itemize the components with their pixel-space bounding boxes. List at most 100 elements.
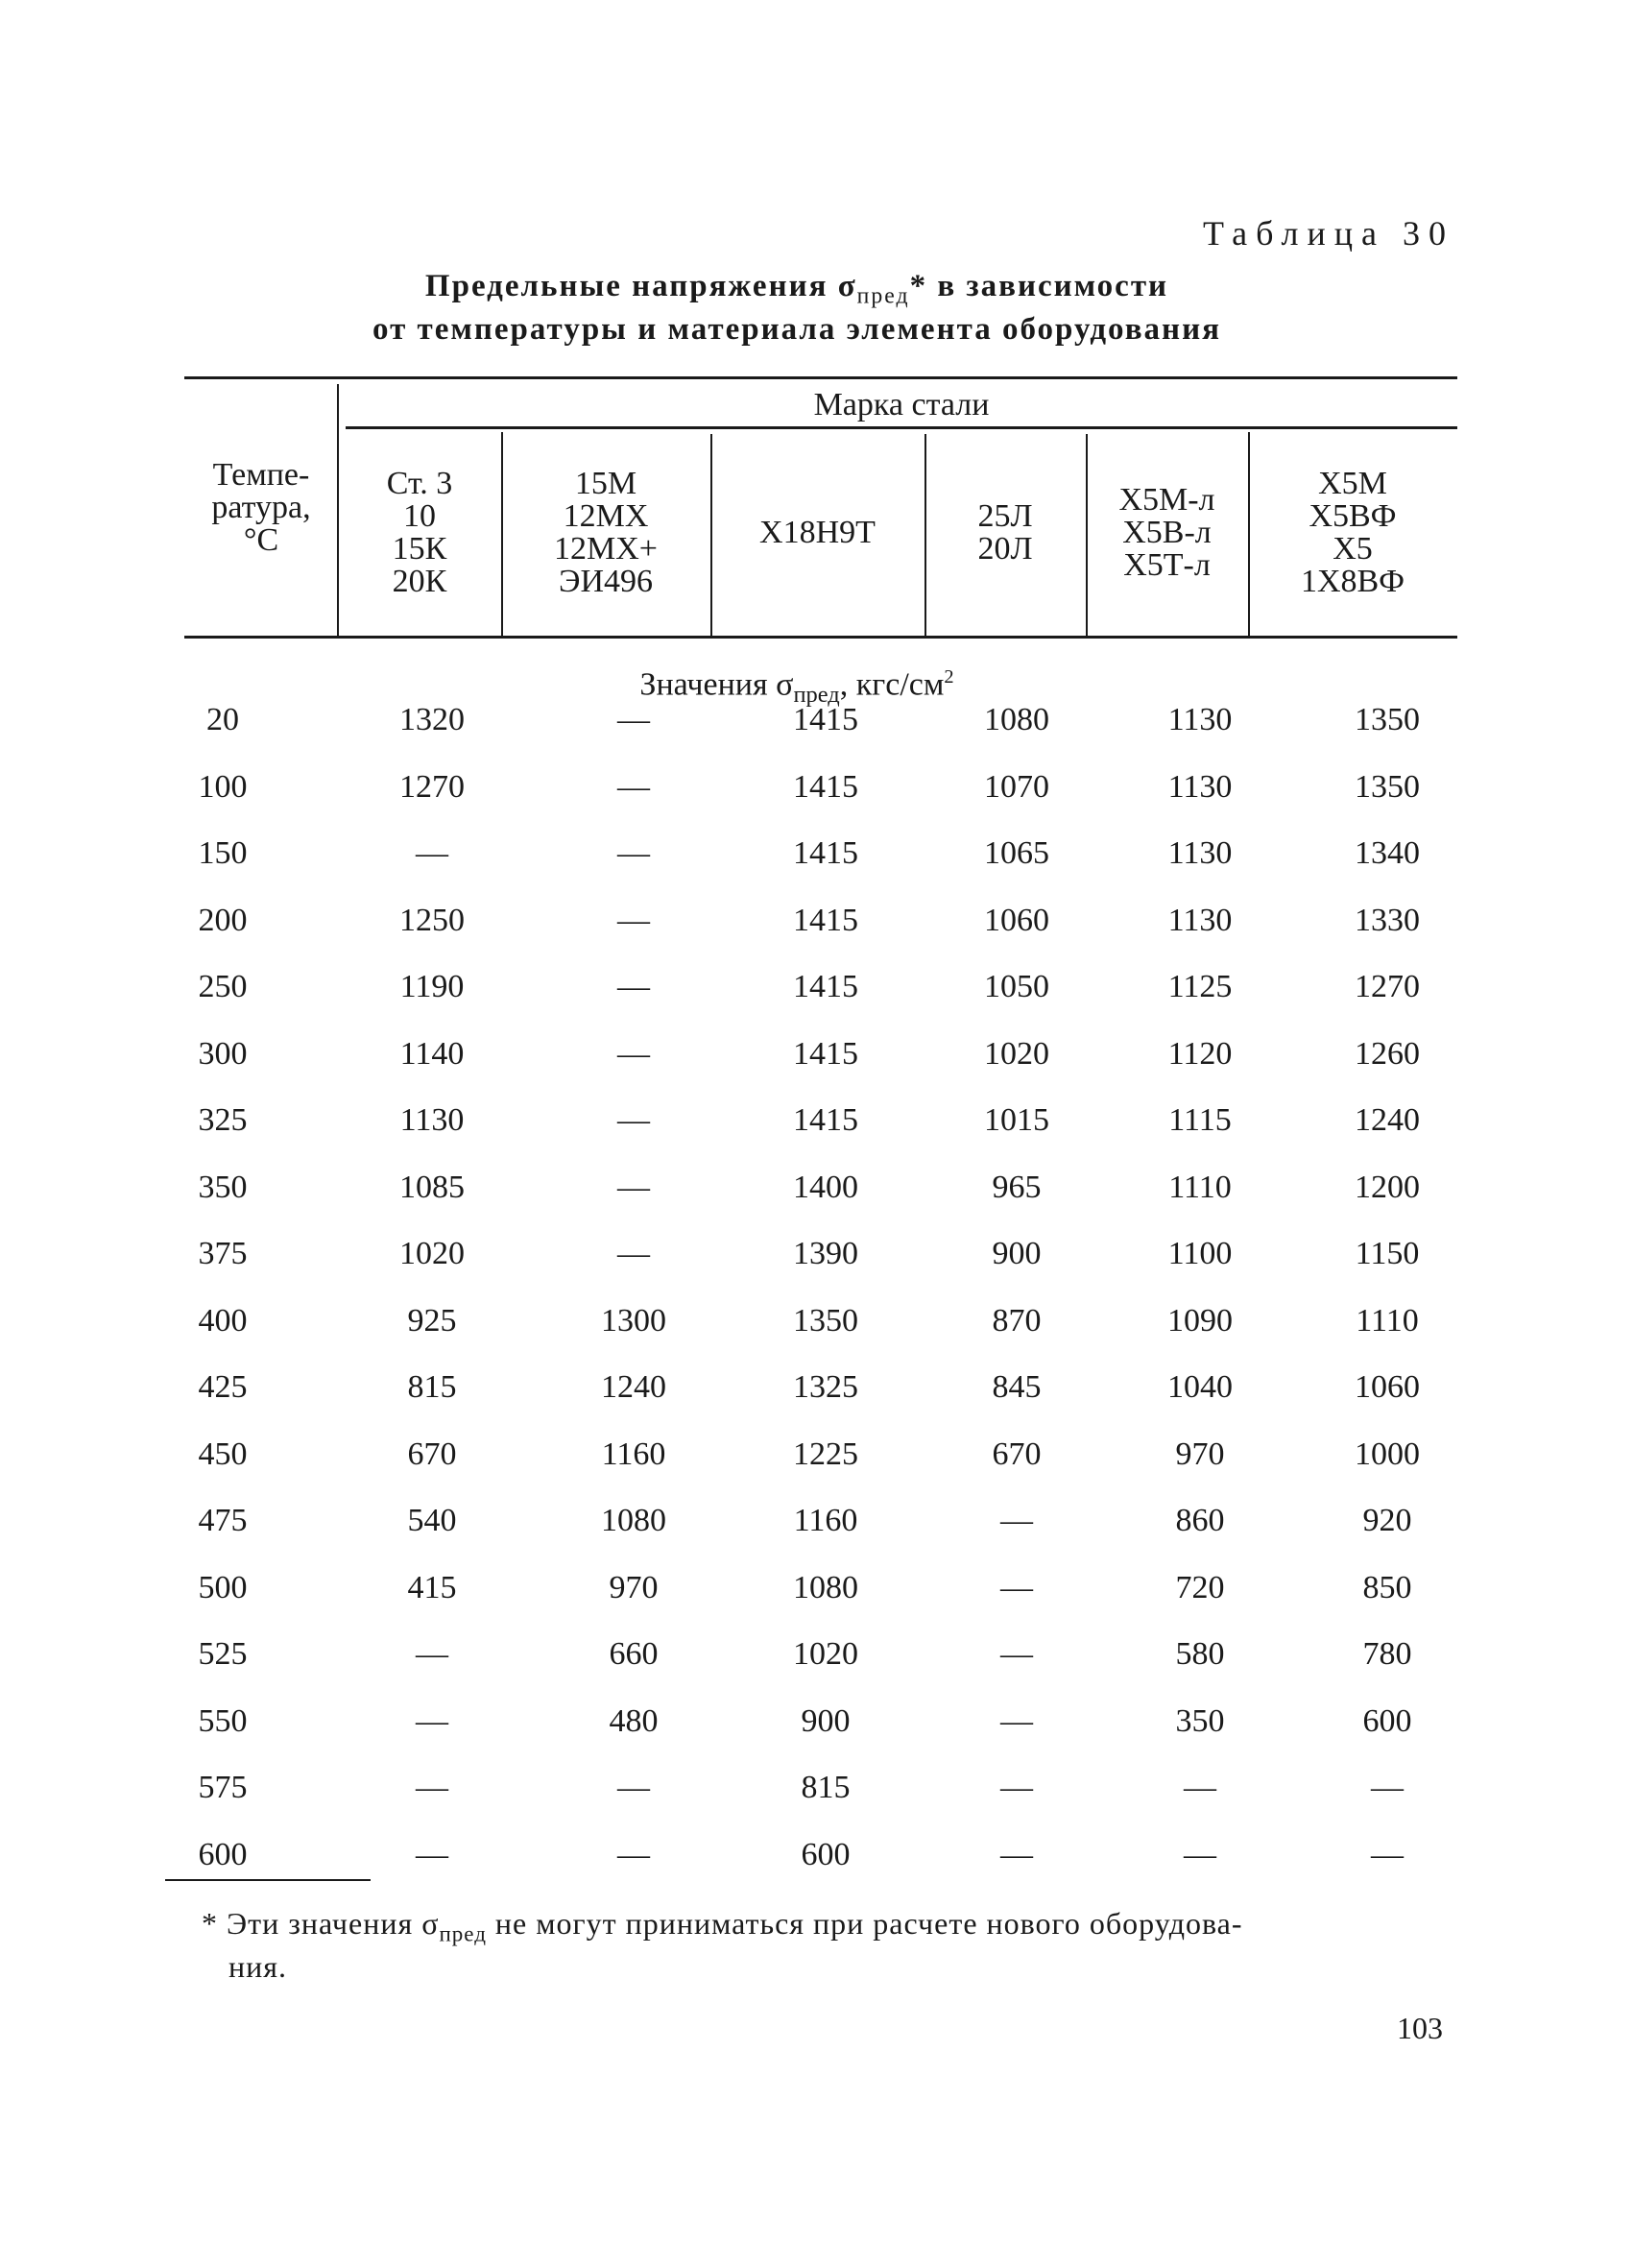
- header-divider: [337, 384, 339, 636]
- value-cell: 1415: [793, 835, 858, 871]
- value-cell: 1120: [1167, 1035, 1233, 1072]
- temperature-cell: 550: [198, 1702, 248, 1739]
- column-header-line: 15М: [574, 466, 637, 501]
- value-cell: 1020: [984, 1035, 1049, 1072]
- value-cell: 900: [992, 1236, 1042, 1271]
- value-cell: 1070: [984, 768, 1049, 805]
- temperature-cell: 475: [198, 1503, 248, 1538]
- value-cell: 1050: [984, 969, 1049, 1004]
- temperature-cell: 150: [198, 835, 248, 871]
- value-cell: —: [1371, 1836, 1404, 1872]
- value-cell: 1090: [1167, 1302, 1233, 1339]
- temperature-cell: 350: [198, 1169, 248, 1205]
- units-text: Значения σ: [639, 666, 794, 703]
- value-cell: 1150: [1355, 1236, 1420, 1271]
- value-cell: 815: [801, 1770, 851, 1805]
- value-cell: —: [617, 768, 650, 805]
- value-cell: 1200: [1355, 1169, 1420, 1205]
- value-cell: 845: [992, 1369, 1042, 1405]
- value-cell: —: [617, 1770, 650, 1805]
- value-cell: —: [617, 902, 650, 938]
- value-cell: 1100: [1167, 1236, 1233, 1271]
- column-header: 15М 12МХ 12МХ+ ЭИ496: [501, 468, 710, 598]
- column-divider: [1086, 434, 1088, 636]
- temperature-cell: 400: [198, 1302, 248, 1339]
- value-cell: 780: [1362, 1636, 1412, 1672]
- title-text: * в зависимости: [909, 269, 1169, 303]
- value-cell: 1160: [793, 1503, 858, 1538]
- column-header-line: Х5Т-л: [1123, 547, 1211, 583]
- value-cell: 1240: [1355, 1102, 1420, 1138]
- column-header-line: Х5В-л: [1122, 515, 1212, 550]
- column-header: Х5М Х5ВФ Х5 1Х8ВФ: [1248, 468, 1457, 598]
- column-divider: [925, 434, 926, 636]
- column-divider: [501, 432, 503, 636]
- value-cell: 1240: [601, 1369, 666, 1405]
- value-cell: 1080: [793, 1569, 858, 1605]
- value-cell: —: [1000, 1702, 1033, 1739]
- value-cell: 1130: [1167, 768, 1233, 805]
- value-cell: 350: [1175, 1702, 1225, 1739]
- value-cell: —: [617, 1169, 650, 1205]
- column-header-line: Х5М: [1318, 466, 1387, 501]
- footnote-rule: [165, 1879, 371, 1881]
- column-header-line: ЭИ496: [559, 564, 653, 599]
- value-cell: —: [1371, 1770, 1404, 1805]
- value-cell: 1270: [1355, 969, 1420, 1004]
- title-text: Предельные напряжения σ: [424, 269, 857, 303]
- value-cell: 600: [1362, 1702, 1412, 1739]
- value-cell: 1250: [399, 902, 465, 938]
- column-divider: [1248, 432, 1250, 636]
- value-cell: 1225: [793, 1436, 858, 1472]
- value-cell: 1085: [399, 1169, 465, 1205]
- value-cell: —: [617, 1236, 650, 1271]
- value-cell: 540: [407, 1503, 457, 1538]
- value-cell: 1015: [984, 1102, 1049, 1138]
- value-cell: 1110: [1356, 1302, 1419, 1339]
- value-cell: 1020: [793, 1636, 858, 1672]
- value-cell: 1140: [399, 1035, 465, 1072]
- value-cell: 1415: [793, 1102, 858, 1138]
- value-cell: 815: [407, 1369, 457, 1405]
- units-subscript: пред: [793, 682, 840, 709]
- title-subscript: пред: [856, 283, 910, 309]
- value-cell: 1080: [601, 1503, 666, 1538]
- value-cell: 1260: [1355, 1035, 1420, 1072]
- page-number: 103: [1397, 2011, 1443, 2045]
- value-cell: 1415: [793, 702, 858, 737]
- value-cell: —: [617, 1035, 650, 1072]
- temperature-header: Темпе- ратура, °C: [184, 459, 338, 557]
- column-header-line: Ст. 3: [386, 466, 453, 501]
- table-label: Таблица 30: [1203, 214, 1454, 253]
- value-cell: 480: [609, 1702, 659, 1739]
- value-cell: —: [1000, 1569, 1033, 1605]
- value-cell: —: [1184, 1770, 1216, 1805]
- value-cell: 1130: [1167, 835, 1233, 871]
- column-header-line: 12МХ: [563, 498, 649, 534]
- value-cell: —: [1184, 1836, 1216, 1872]
- value-cell: 920: [1362, 1503, 1412, 1538]
- value-cell: 1160: [601, 1436, 666, 1472]
- temperature-cell: 500: [198, 1569, 248, 1605]
- footnote-text: * Эти значения σ: [202, 1906, 440, 1941]
- temperature-cell: 525: [198, 1636, 248, 1672]
- column-header-line: 15К: [392, 531, 447, 567]
- header-bottom-rule: [184, 636, 1457, 639]
- column-header-line: Х18Н9Т: [759, 515, 876, 550]
- value-cell: 1390: [793, 1236, 858, 1271]
- temperature-cell: 100: [198, 768, 248, 805]
- header-line: Темпе-: [212, 457, 310, 493]
- value-cell: —: [416, 835, 448, 871]
- column-header-line: Х5М-л: [1118, 482, 1215, 518]
- value-cell: 1415: [793, 768, 858, 805]
- value-cell: 1325: [793, 1369, 858, 1405]
- column-header-line: 20К: [392, 564, 447, 599]
- value-cell: —: [416, 1636, 448, 1672]
- units-text: , кгс/см: [839, 666, 945, 703]
- value-cell: —: [617, 835, 650, 871]
- value-cell: 670: [407, 1436, 457, 1472]
- value-cell: 965: [992, 1169, 1042, 1205]
- value-cell: 1130: [399, 1102, 465, 1138]
- temperature-cell: 375: [198, 1236, 248, 1271]
- value-cell: 1040: [1167, 1369, 1233, 1405]
